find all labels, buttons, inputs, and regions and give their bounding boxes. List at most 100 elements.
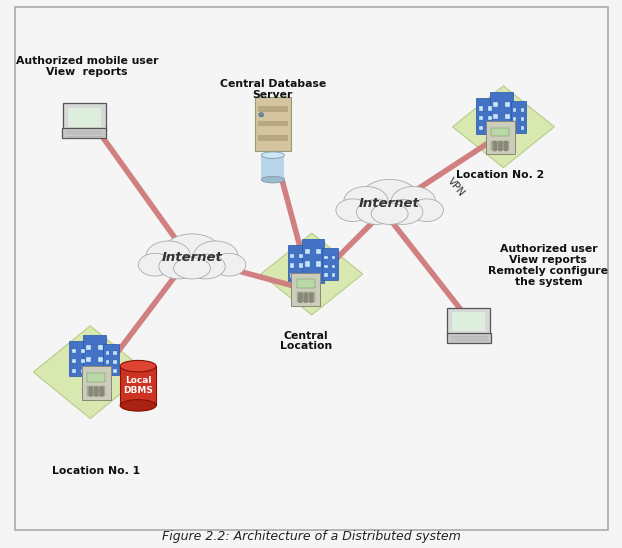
Ellipse shape xyxy=(361,179,419,216)
FancyBboxPatch shape xyxy=(82,367,111,399)
Text: View reports: View reports xyxy=(509,255,587,265)
FancyBboxPatch shape xyxy=(258,121,287,126)
FancyBboxPatch shape xyxy=(299,273,304,278)
Polygon shape xyxy=(34,326,147,419)
Circle shape xyxy=(299,299,302,302)
Text: View  reports: View reports xyxy=(47,67,128,77)
Text: Figure 2.2: Architecture of a Distributed system: Figure 2.2: Architecture of a Distribute… xyxy=(162,530,461,543)
FancyBboxPatch shape xyxy=(322,248,338,280)
FancyBboxPatch shape xyxy=(113,360,117,364)
FancyBboxPatch shape xyxy=(486,121,515,155)
Circle shape xyxy=(259,112,264,117)
FancyBboxPatch shape xyxy=(290,254,294,258)
Polygon shape xyxy=(453,86,554,168)
FancyBboxPatch shape xyxy=(297,279,315,288)
Text: Server: Server xyxy=(253,90,293,100)
Circle shape xyxy=(504,145,508,148)
FancyBboxPatch shape xyxy=(521,126,524,130)
FancyBboxPatch shape xyxy=(83,334,106,378)
Text: Location No. 1: Location No. 1 xyxy=(52,466,141,476)
Ellipse shape xyxy=(146,241,190,271)
FancyBboxPatch shape xyxy=(316,249,321,254)
FancyBboxPatch shape xyxy=(493,127,498,132)
FancyBboxPatch shape xyxy=(258,106,287,112)
FancyBboxPatch shape xyxy=(488,126,492,130)
FancyBboxPatch shape xyxy=(513,109,516,112)
FancyBboxPatch shape xyxy=(505,127,510,132)
FancyBboxPatch shape xyxy=(106,369,109,373)
FancyBboxPatch shape xyxy=(72,349,76,353)
FancyBboxPatch shape xyxy=(505,102,510,107)
FancyBboxPatch shape xyxy=(86,369,91,374)
Ellipse shape xyxy=(344,186,388,216)
Ellipse shape xyxy=(261,152,284,158)
FancyBboxPatch shape xyxy=(106,360,109,364)
Circle shape xyxy=(504,141,508,145)
FancyBboxPatch shape xyxy=(511,101,526,133)
Circle shape xyxy=(299,296,302,299)
FancyBboxPatch shape xyxy=(68,108,101,127)
FancyBboxPatch shape xyxy=(299,254,304,258)
Circle shape xyxy=(310,296,313,299)
FancyBboxPatch shape xyxy=(98,357,103,362)
Polygon shape xyxy=(261,233,363,315)
Ellipse shape xyxy=(174,258,210,279)
Text: Central Database: Central Database xyxy=(220,79,326,89)
Ellipse shape xyxy=(356,199,396,224)
FancyBboxPatch shape xyxy=(297,292,315,302)
FancyBboxPatch shape xyxy=(261,155,284,180)
FancyBboxPatch shape xyxy=(86,357,91,362)
FancyBboxPatch shape xyxy=(490,92,513,135)
Ellipse shape xyxy=(371,203,408,224)
FancyBboxPatch shape xyxy=(62,128,106,138)
FancyBboxPatch shape xyxy=(305,249,310,254)
Text: Local
DBMS: Local DBMS xyxy=(123,376,153,396)
Text: Central: Central xyxy=(284,331,328,341)
FancyBboxPatch shape xyxy=(72,369,76,373)
Circle shape xyxy=(89,390,93,393)
Text: Location: Location xyxy=(280,341,332,351)
FancyBboxPatch shape xyxy=(98,345,103,350)
FancyBboxPatch shape xyxy=(476,98,494,134)
FancyBboxPatch shape xyxy=(69,341,87,376)
Circle shape xyxy=(100,393,103,396)
FancyBboxPatch shape xyxy=(299,264,304,268)
FancyBboxPatch shape xyxy=(493,102,498,107)
FancyBboxPatch shape xyxy=(452,312,485,331)
FancyBboxPatch shape xyxy=(120,366,156,406)
FancyBboxPatch shape xyxy=(63,104,106,131)
FancyBboxPatch shape xyxy=(292,273,320,306)
FancyBboxPatch shape xyxy=(447,308,490,335)
FancyBboxPatch shape xyxy=(98,369,103,374)
FancyBboxPatch shape xyxy=(81,349,85,353)
Ellipse shape xyxy=(120,399,156,411)
FancyBboxPatch shape xyxy=(72,359,76,363)
Circle shape xyxy=(304,296,308,299)
FancyBboxPatch shape xyxy=(81,359,85,363)
Circle shape xyxy=(493,141,497,145)
FancyBboxPatch shape xyxy=(493,114,498,119)
Text: the system: the system xyxy=(514,277,582,287)
Text: Remotely configure: Remotely configure xyxy=(488,266,608,276)
Ellipse shape xyxy=(163,234,221,271)
Ellipse shape xyxy=(185,254,225,279)
FancyBboxPatch shape xyxy=(488,116,492,121)
FancyBboxPatch shape xyxy=(332,265,335,269)
FancyBboxPatch shape xyxy=(505,114,510,119)
Circle shape xyxy=(504,147,508,151)
Circle shape xyxy=(499,141,502,145)
FancyBboxPatch shape xyxy=(488,106,492,111)
Circle shape xyxy=(310,293,313,296)
FancyBboxPatch shape xyxy=(87,373,105,381)
Text: Authorized mobile user: Authorized mobile user xyxy=(16,56,159,66)
Circle shape xyxy=(100,387,103,390)
FancyBboxPatch shape xyxy=(113,351,117,355)
FancyBboxPatch shape xyxy=(290,273,294,278)
FancyBboxPatch shape xyxy=(255,97,290,151)
FancyBboxPatch shape xyxy=(521,117,524,121)
Circle shape xyxy=(304,299,308,302)
FancyBboxPatch shape xyxy=(324,273,328,277)
Circle shape xyxy=(499,147,502,151)
Circle shape xyxy=(95,387,98,390)
Ellipse shape xyxy=(138,253,172,276)
